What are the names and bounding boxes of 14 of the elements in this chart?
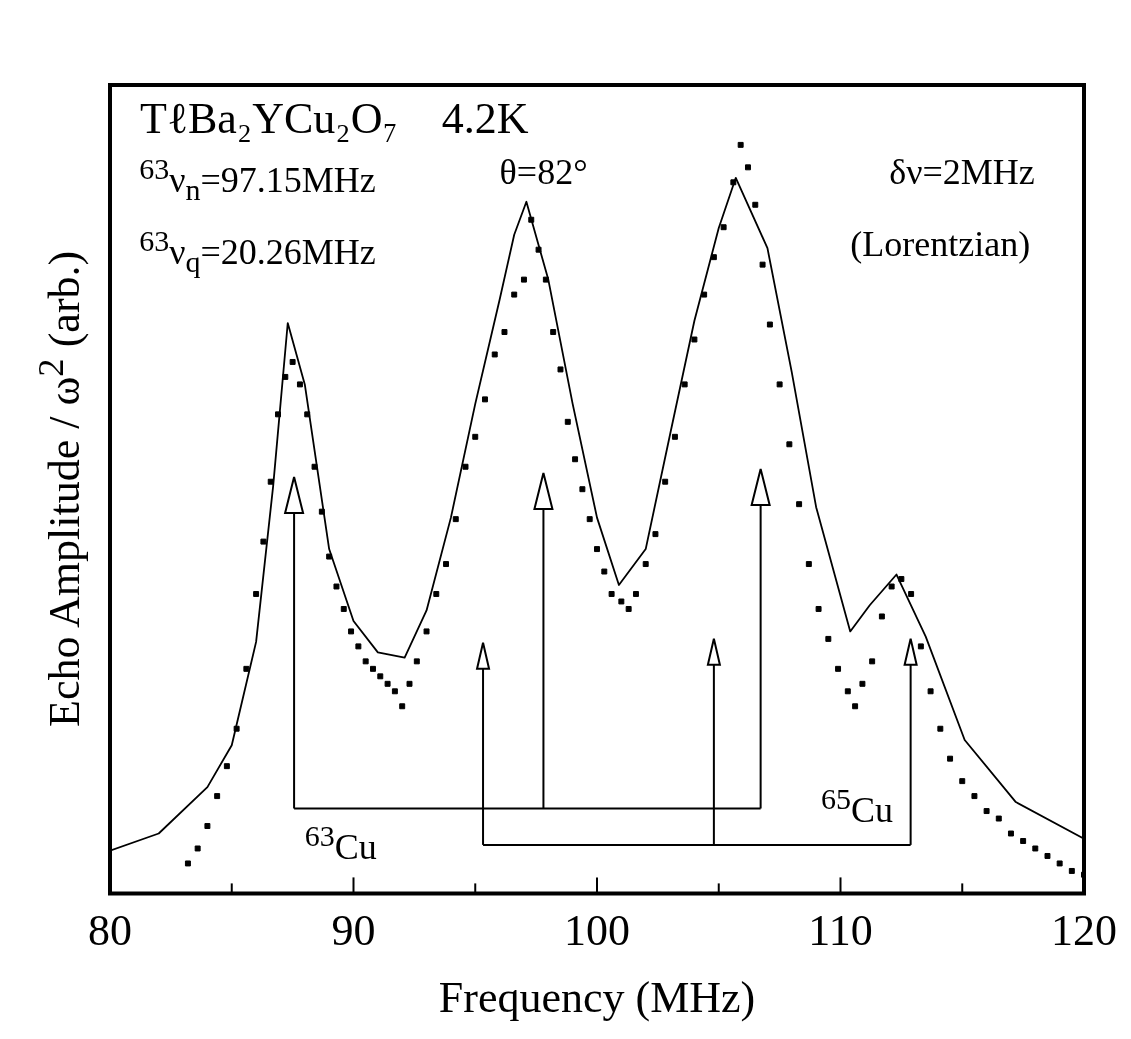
annotation: $^{63}$Cu — [304, 818, 377, 867]
annotation: $^{63}$ν$_{n}$=97.15MHz — [139, 151, 376, 206]
x-tick-label: 80 — [88, 906, 132, 956]
x-tick-label: 100 — [564, 906, 630, 956]
annotation: $^{63}$ν$_{q}$=20.26MHz — [139, 224, 376, 279]
annotation: δν=2MHz — [889, 151, 1035, 192]
annotation: θ=82° — [499, 151, 588, 192]
x-axis-title: Frequency (MHz) — [438, 973, 756, 1023]
x-tick-label: 110 — [808, 906, 873, 956]
x-tick-label: 120 — [1051, 906, 1117, 956]
annotation: (Lorentzian) — [850, 224, 1031, 265]
annotation: $^{65}$Cu — [821, 782, 894, 831]
chart-title: TℓBa₂YCu₂O₇ 4.2K — [140, 94, 529, 143]
x-tick-label: 90 — [331, 906, 376, 956]
